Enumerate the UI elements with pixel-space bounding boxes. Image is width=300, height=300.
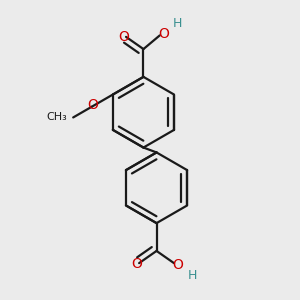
Text: O: O: [87, 98, 98, 112]
Text: CH₃: CH₃: [46, 112, 67, 122]
Text: O: O: [172, 258, 183, 272]
Text: H: H: [188, 268, 197, 282]
Text: O: O: [118, 30, 129, 44]
Text: H: H: [172, 17, 182, 30]
Text: O: O: [158, 27, 169, 41]
Text: O: O: [131, 257, 142, 271]
